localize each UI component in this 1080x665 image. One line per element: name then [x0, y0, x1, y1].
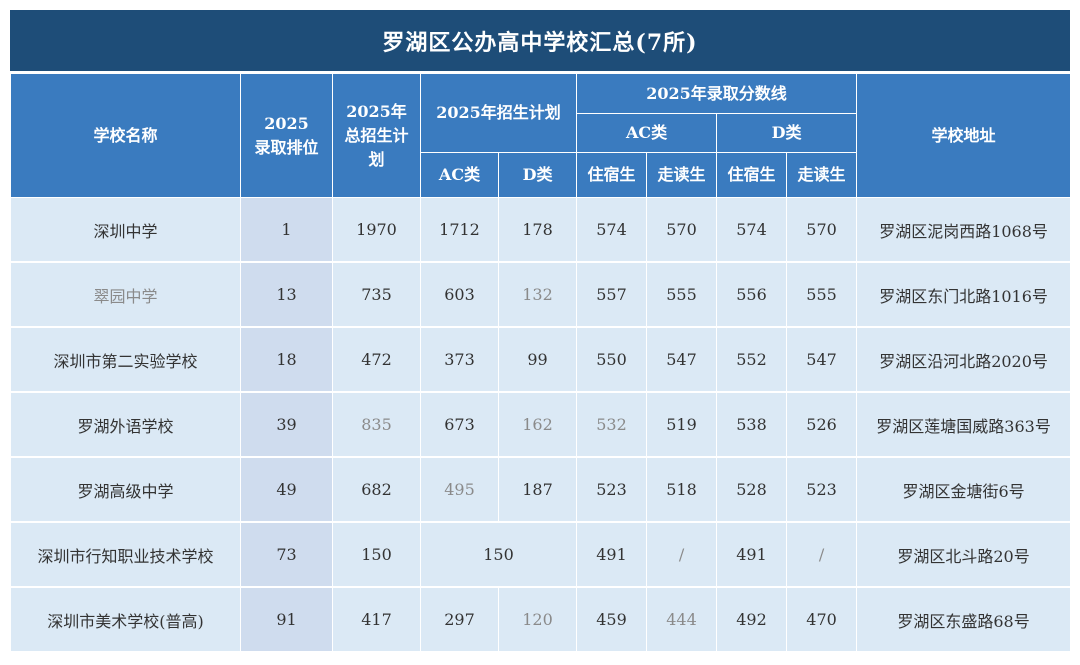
table-row: 罗湖外语学校 39 835 673 162 532 519 538 526 罗湖… — [10, 391, 1072, 458]
plan-d-cell: 99 — [497, 326, 578, 393]
rank-cell: 73 — [240, 521, 333, 588]
plan-d-cell: 178 — [497, 197, 578, 263]
rank-cell: 39 — [240, 391, 333, 458]
rank-cell: 13 — [240, 261, 333, 328]
address-cell: 罗湖区北斗路20号 — [856, 521, 1072, 588]
header-ac-day: 走读生 — [646, 152, 718, 198]
d-boarding-cell: 491 — [716, 521, 788, 588]
total-plan-cell: 150 — [332, 521, 421, 588]
address-cell: 罗湖区东盛路68号 — [856, 586, 1072, 653]
ac-day-cell: 519 — [646, 391, 718, 458]
ac-boarding-cell: 491 — [576, 521, 648, 588]
plan-d-cell: 120 — [497, 586, 578, 653]
ac-day-cell: 518 — [646, 456, 718, 523]
plan-ac-cell: 373 — [420, 326, 499, 393]
header-score-ac: AC类 — [576, 113, 718, 153]
ac-boarding-cell: 550 — [576, 326, 648, 393]
table-title: 罗湖区公办高中学校汇总(7所) — [10, 10, 1070, 73]
address-cell: 罗湖区莲塘国威路363号 — [856, 391, 1072, 458]
header-rank: 2025 录取排位 — [240, 73, 333, 198]
table-row: 深圳市行知职业技术学校 73 150 150 491 / 491 / 罗湖区北斗… — [10, 521, 1072, 588]
ac-boarding-cell: 523 — [576, 456, 648, 523]
school-name: 深圳市第二实验学校 — [10, 326, 241, 393]
d-boarding-cell: 552 — [716, 326, 788, 393]
table-row: 深圳中学 1 1970 1712 178 574 570 574 570 罗湖区… — [10, 197, 1072, 263]
total-plan-cell: 682 — [332, 456, 421, 523]
school-name: 深圳中学 — [10, 197, 241, 263]
header-total-plan: 2025年 总招生计 划 — [332, 73, 421, 198]
address-cell: 罗湖区金塘街6号 — [856, 456, 1072, 523]
header-ac-boarding: 住宿生 — [576, 152, 648, 198]
plan-merged-cell: 150 — [419, 521, 578, 588]
school-name: 深圳市行知职业技术学校 — [10, 521, 241, 588]
header-plan-ac: AC类 — [420, 152, 499, 198]
school-name: 罗湖外语学校 — [10, 391, 241, 458]
plan-d-cell: 187 — [497, 456, 578, 523]
ac-day-cell: 555 — [646, 261, 718, 328]
rank-cell: 1 — [240, 197, 333, 263]
total-plan-cell: 835 — [332, 391, 421, 458]
rank-cell: 18 — [240, 326, 333, 393]
plan-ac-cell: 673 — [420, 391, 499, 458]
table-row: 深圳市美术学校(普高) 91 417 297 120 459 444 492 4… — [10, 586, 1072, 653]
address-cell: 罗湖区泥岗西路1068号 — [856, 197, 1072, 263]
d-day-cell: 547 — [786, 326, 858, 393]
rank-cell: 91 — [240, 586, 333, 653]
ac-boarding-cell: 459 — [576, 586, 648, 653]
table-row: 翠园中学 13 735 603 132 557 555 556 555 罗湖区东… — [10, 261, 1072, 328]
header-d-boarding: 住宿生 — [716, 152, 788, 198]
header-score-d: D类 — [716, 113, 858, 153]
header-address: 学校地址 — [856, 73, 1072, 198]
d-day-cell: / — [786, 521, 858, 588]
d-boarding-cell: 574 — [716, 197, 788, 263]
total-plan-cell: 417 — [332, 586, 421, 653]
header-school: 学校名称 — [10, 73, 241, 198]
ac-day-cell: 570 — [646, 197, 718, 263]
header-d-day: 走读生 — [786, 152, 858, 198]
ac-boarding-cell: 574 — [576, 197, 648, 263]
rank-cell: 49 — [240, 456, 333, 523]
address-cell: 罗湖区东门北路1016号 — [856, 261, 1072, 328]
table-row: 罗湖高级中学 49 682 495 187 523 518 528 523 罗湖… — [10, 456, 1072, 523]
plan-ac-cell: 297 — [420, 586, 499, 653]
d-day-cell: 523 — [786, 456, 858, 523]
d-day-cell: 555 — [786, 261, 858, 328]
d-day-cell: 526 — [786, 391, 858, 458]
d-boarding-cell: 528 — [716, 456, 788, 523]
d-day-cell: 570 — [786, 197, 858, 263]
school-name: 深圳市美术学校(普高) — [10, 586, 241, 653]
d-boarding-cell: 492 — [716, 586, 788, 653]
plan-ac-cell: 1712 — [420, 197, 499, 263]
total-plan-cell: 1970 — [332, 197, 421, 263]
plan-ac-cell: 603 — [420, 261, 499, 328]
address-cell: 罗湖区沿河北路2020号 — [856, 326, 1072, 393]
header-score-group: 2025年录取分数线 — [576, 73, 858, 114]
schools-table: 学校名称 2025 录取排位 2025年 总招生计 划 2025年招生计划 20… — [10, 73, 1072, 653]
ac-boarding-cell: 557 — [576, 261, 648, 328]
total-plan-cell: 735 — [332, 261, 421, 328]
plan-d-cell: 162 — [497, 391, 578, 458]
school-name: 罗湖高级中学 — [10, 456, 241, 523]
school-name: 翠园中学 — [10, 261, 241, 328]
table-row: 深圳市第二实验学校 18 472 373 99 550 547 552 547 … — [10, 326, 1072, 393]
plan-ac-cell: 495 — [420, 456, 499, 523]
header-plan-group: 2025年招生计划 — [419, 73, 578, 153]
ac-day-cell: 444 — [646, 586, 718, 653]
d-day-cell: 470 — [786, 586, 858, 653]
ac-day-cell: / — [646, 521, 718, 588]
plan-d-cell: 132 — [497, 261, 578, 328]
header-plan-d: D类 — [497, 152, 578, 198]
ac-day-cell: 547 — [646, 326, 718, 393]
total-plan-cell: 472 — [332, 326, 421, 393]
d-boarding-cell: 556 — [716, 261, 788, 328]
d-boarding-cell: 538 — [716, 391, 788, 458]
summary-table-container: 罗湖区公办高中学校汇总(7所) 学校名称 2025 录取排位 2025年 总招生… — [10, 10, 1072, 653]
ac-boarding-cell: 532 — [576, 391, 648, 458]
